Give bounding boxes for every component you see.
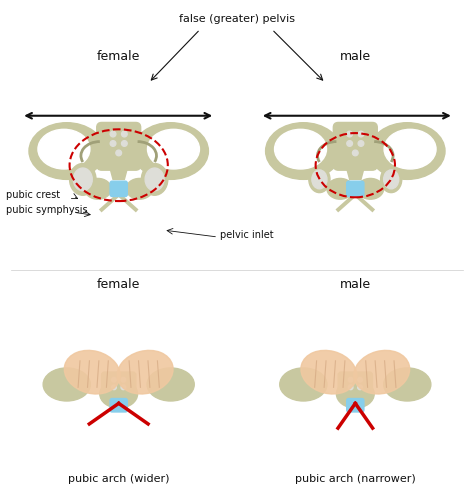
Circle shape xyxy=(121,377,126,382)
Text: female: female xyxy=(97,50,140,62)
FancyBboxPatch shape xyxy=(110,181,128,196)
Ellipse shape xyxy=(147,368,194,401)
Text: pelvic inlet: pelvic inlet xyxy=(220,230,273,240)
Ellipse shape xyxy=(381,166,402,192)
Circle shape xyxy=(347,131,353,137)
Circle shape xyxy=(353,150,358,156)
Ellipse shape xyxy=(301,350,357,394)
Text: male: male xyxy=(340,278,371,291)
Circle shape xyxy=(348,377,353,382)
FancyBboxPatch shape xyxy=(333,123,377,170)
Ellipse shape xyxy=(354,350,410,394)
Ellipse shape xyxy=(73,168,92,191)
FancyBboxPatch shape xyxy=(97,123,141,170)
Circle shape xyxy=(358,377,363,382)
Circle shape xyxy=(116,150,121,156)
Ellipse shape xyxy=(141,163,168,195)
Text: false (greater) pelvis: false (greater) pelvis xyxy=(179,14,295,24)
Circle shape xyxy=(110,131,116,137)
Ellipse shape xyxy=(147,129,200,169)
Ellipse shape xyxy=(117,350,173,394)
Ellipse shape xyxy=(384,129,436,169)
FancyBboxPatch shape xyxy=(338,372,373,397)
Ellipse shape xyxy=(383,368,431,401)
Ellipse shape xyxy=(309,166,330,192)
Ellipse shape xyxy=(145,168,164,191)
Circle shape xyxy=(358,141,364,146)
Text: male: male xyxy=(340,50,371,62)
Circle shape xyxy=(110,141,116,146)
Ellipse shape xyxy=(64,350,120,394)
Text: pubic symphysis: pubic symphysis xyxy=(6,205,88,215)
Text: pubic arch (narrower): pubic arch (narrower) xyxy=(295,474,416,484)
FancyBboxPatch shape xyxy=(110,399,128,412)
Ellipse shape xyxy=(29,123,105,180)
Circle shape xyxy=(121,131,127,137)
Circle shape xyxy=(348,385,353,390)
Circle shape xyxy=(358,385,363,390)
Ellipse shape xyxy=(70,163,96,195)
Polygon shape xyxy=(346,165,365,180)
Ellipse shape xyxy=(133,123,209,180)
Polygon shape xyxy=(109,165,128,180)
Ellipse shape xyxy=(280,368,327,401)
Ellipse shape xyxy=(126,179,153,199)
Circle shape xyxy=(121,385,126,390)
FancyBboxPatch shape xyxy=(101,372,136,397)
Circle shape xyxy=(121,141,127,146)
Ellipse shape xyxy=(369,123,445,180)
Ellipse shape xyxy=(312,170,327,189)
Circle shape xyxy=(358,131,364,137)
Ellipse shape xyxy=(274,129,327,169)
Circle shape xyxy=(111,385,116,390)
Ellipse shape xyxy=(265,123,341,180)
Text: pubic arch (wider): pubic arch (wider) xyxy=(68,474,169,484)
Ellipse shape xyxy=(337,380,374,408)
Ellipse shape xyxy=(43,368,91,401)
Ellipse shape xyxy=(357,179,383,199)
Ellipse shape xyxy=(383,170,399,189)
Ellipse shape xyxy=(85,179,111,199)
Ellipse shape xyxy=(38,129,90,169)
FancyBboxPatch shape xyxy=(346,181,364,196)
Text: female: female xyxy=(97,278,140,291)
Circle shape xyxy=(347,141,353,146)
Circle shape xyxy=(111,377,116,382)
Ellipse shape xyxy=(327,179,354,199)
FancyBboxPatch shape xyxy=(346,399,364,412)
Ellipse shape xyxy=(100,380,137,408)
Text: pubic crest: pubic crest xyxy=(6,190,61,200)
